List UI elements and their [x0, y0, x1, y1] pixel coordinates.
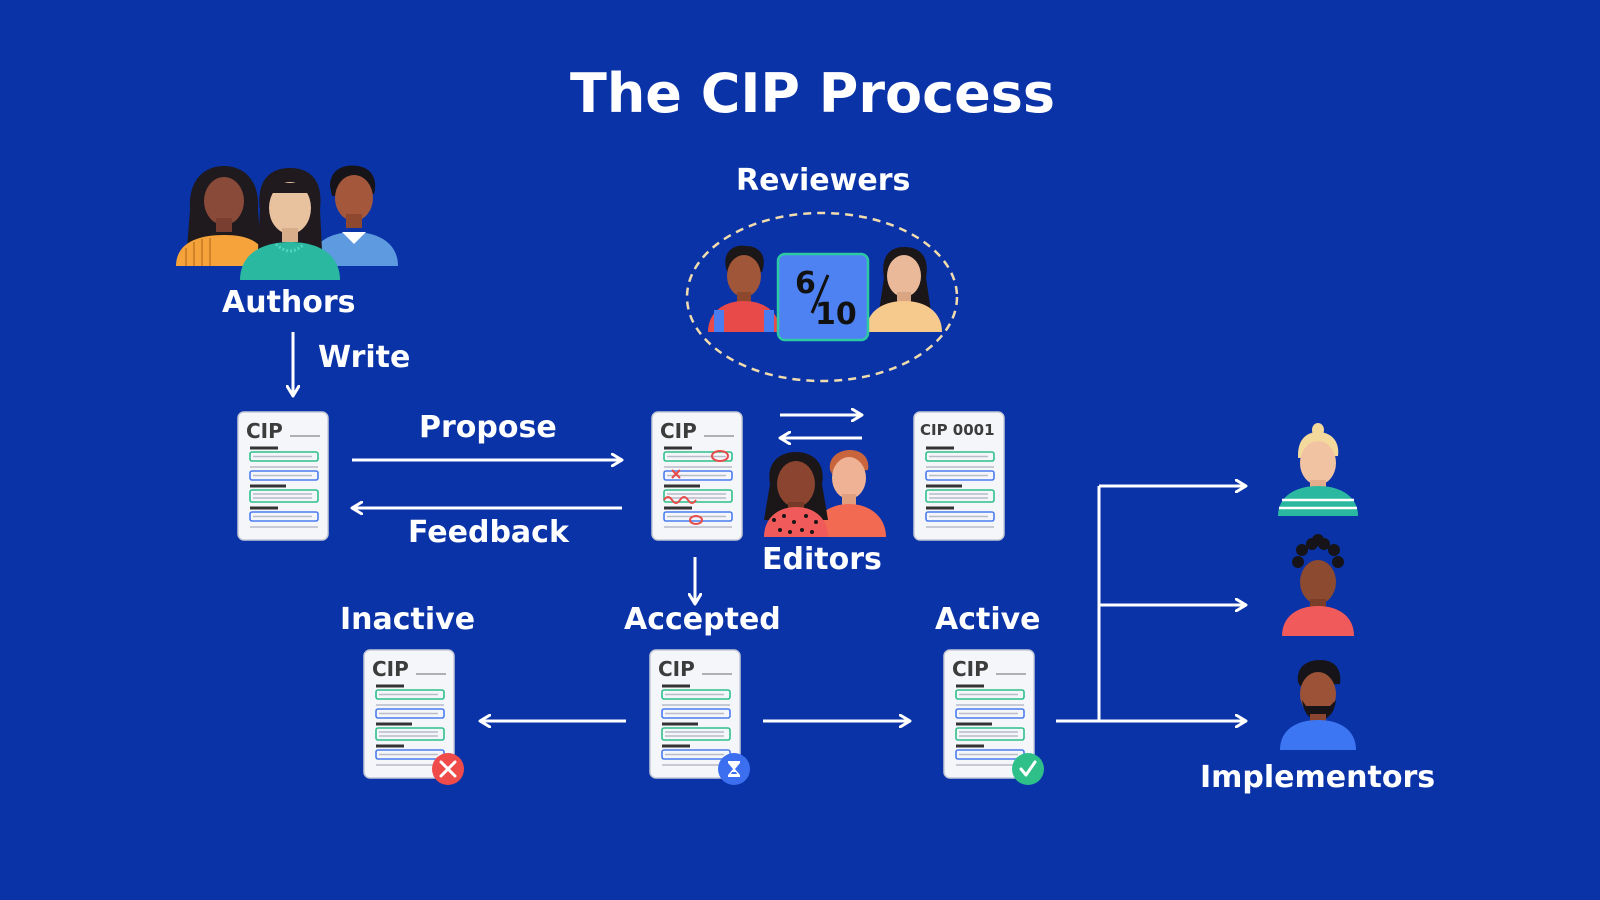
- review-cip-label: CIP: [660, 419, 697, 443]
- draft-cip-label: CIP: [246, 419, 283, 443]
- editor-person-2: [812, 450, 886, 537]
- implementor-person-1: [1278, 423, 1358, 516]
- page-title: The CIP Process: [570, 62, 1056, 125]
- inactive-cip-document: CIP: [362, 648, 456, 780]
- check-circle-icon: [1012, 753, 1044, 785]
- hourglass-icon: [718, 753, 750, 785]
- review-cip-document: CIP: [650, 410, 744, 542]
- implementors-branch-arrows: [1056, 486, 1246, 721]
- author-person-2: [240, 168, 340, 280]
- authors-illustration: [176, 165, 398, 280]
- implementor-person-2: [1282, 534, 1354, 636]
- draft-cip-document: CIP: [236, 410, 330, 542]
- editors-illustration: [764, 450, 886, 537]
- active-cip-label: CIP: [952, 657, 989, 681]
- active-label: Active: [935, 602, 1041, 637]
- author-person-1: [176, 166, 266, 266]
- accepted-cip-label: CIP: [658, 657, 695, 681]
- propose-label: Propose: [419, 410, 557, 445]
- implementor-person-3: [1280, 660, 1356, 750]
- review-score-badge: 6 10: [776, 252, 870, 342]
- editors-label: Editors: [762, 542, 882, 577]
- numbered-cip-document: CIP 0001: [912, 410, 1006, 542]
- inactive-label: Inactive: [340, 602, 476, 637]
- numbered-cip-label: CIP 0001: [920, 421, 995, 439]
- review-score-denominator: 10: [815, 297, 857, 332]
- review-markup-marks: [663, 450, 729, 525]
- implementors-label: Implementors: [1200, 760, 1436, 795]
- inactive-cip-label: CIP: [372, 657, 409, 681]
- accepted-cip-document: CIP: [648, 648, 742, 780]
- authors-label: Authors: [222, 285, 356, 320]
- editor-person-1: [764, 452, 828, 537]
- accepted-label: Accepted: [624, 602, 781, 637]
- reviewer-person-1: [708, 245, 780, 332]
- feedback-label: Feedback: [408, 515, 569, 550]
- x-circle-icon: [432, 753, 464, 785]
- reviewer-person-2: [866, 247, 942, 332]
- reviewers-group-outline: [685, 211, 959, 383]
- active-cip-document: CIP: [942, 648, 1036, 780]
- review-score-numerator: 6: [795, 266, 816, 301]
- reviewers-label: Reviewers: [736, 163, 911, 198]
- write-label: Write: [318, 340, 411, 375]
